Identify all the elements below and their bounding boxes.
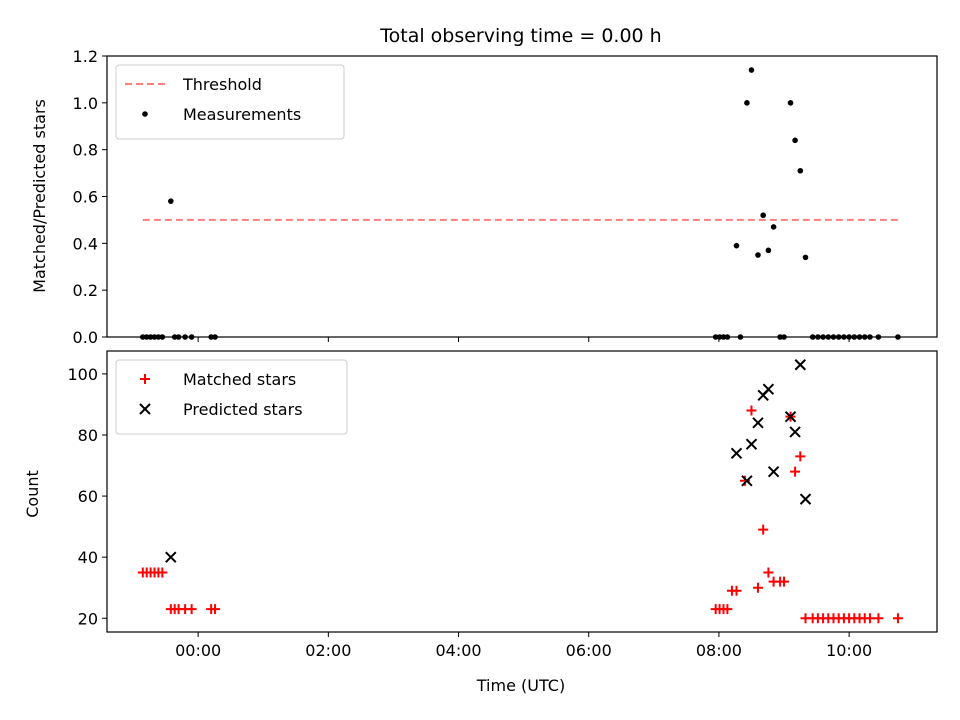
bottom-axes-frame: [106, 350, 938, 633]
x-tick-label: 06:00: [566, 641, 612, 660]
matched-stars-point: [779, 576, 790, 587]
measurement-point: [744, 100, 750, 106]
matched-stars-point: [892, 613, 903, 624]
matched-stars-point: [873, 613, 884, 624]
measurement-point: [748, 67, 755, 73]
x-tick-label: 00:00: [175, 641, 221, 660]
measurement-point: [797, 167, 804, 174]
legend-label: Measurements: [183, 105, 301, 124]
predicted-stars-point: [730, 447, 743, 460]
legend-label: Predicted stars: [183, 400, 303, 419]
top-y-tick-label: 0.4: [73, 234, 98, 253]
x-tick-label: 04:00: [435, 641, 481, 660]
predicted-stars-point: [165, 551, 177, 563]
top-y-tick-label: 0.0: [73, 328, 98, 347]
legend-label: Threshold: [182, 75, 262, 94]
predicted-stars-point: [794, 359, 807, 371]
top-axes-frame: [106, 55, 938, 338]
legend-measurements-swatch: [142, 111, 148, 117]
matched-stars-point: [210, 604, 221, 615]
top-y-axis-label: Matched/Predicted stars: [30, 99, 49, 293]
matched-stars-point: [186, 604, 197, 615]
bottom-y-tick-label: 80: [78, 426, 98, 445]
predicted-stars-point: [741, 475, 753, 487]
bottom-y-tick-label: 100: [67, 365, 98, 384]
top-y-tick-label: 1.2: [73, 47, 98, 66]
measurement-point: [755, 252, 761, 258]
bottom-y-tick-label: 20: [78, 609, 98, 628]
legend-label: Matched stars: [183, 370, 296, 389]
matched-stars-point: [752, 582, 763, 593]
measurement-point: [765, 247, 772, 254]
predicted-stars-point: [752, 417, 764, 429]
bottom-y-tick-label: 40: [78, 548, 98, 567]
predicted-stars-point: [784, 410, 797, 423]
bottom-y-axis-label: Count: [23, 470, 42, 518]
predicted-stars-point: [767, 465, 780, 478]
measurement-point: [760, 212, 766, 219]
top-y-tick-label: 0.8: [73, 141, 98, 160]
matched-stars-point: [864, 613, 875, 624]
matched-stars-point: [790, 466, 801, 477]
predicted-stars-point: [799, 493, 812, 505]
top-y-tick-label: 1.0: [73, 94, 98, 113]
matched-stars-point: [746, 405, 757, 416]
top-y-tick-label: 0.2: [73, 281, 98, 300]
measurement-point: [787, 100, 794, 106]
bottom-legend-box: [115, 359, 348, 435]
predicted-stars-point: [762, 383, 775, 395]
bottom-panel: 00:00 02:00 04:00 06:00 08:00 10:00 20 40 60 80 10…: [67, 350, 938, 660]
measurement-point: [792, 137, 798, 144]
chart-title: Total observing time = 0.00 h: [379, 25, 661, 47]
top-legend-box: [115, 64, 345, 140]
predicted-stars-point: [745, 438, 758, 450]
x-tick-label: 02:00: [305, 641, 351, 660]
matched-stars-point: [157, 567, 168, 578]
measurement-point: [770, 224, 777, 230]
x-axis-label: Time (UTC): [476, 676, 565, 695]
top-y-tick-label: 0.6: [73, 188, 98, 207]
legend-predicted-swatch: [139, 403, 151, 415]
x-tick-label: 08:00: [696, 641, 742, 660]
bottom-y-tick-label: 60: [78, 487, 98, 506]
x-tick-label: 10:00: [826, 641, 872, 660]
matched-stars-point: [731, 585, 742, 596]
top-panel: 0.0 0.2 0.4 0.6 0.8 1.0 1.2 Threshold Measuremen…: [73, 47, 938, 347]
matched-stars-point: [722, 604, 733, 615]
matched-stars-point: [763, 567, 774, 578]
matched-stars-point: [758, 524, 769, 535]
measurement-point: [802, 254, 809, 261]
predicted-stars-point: [789, 426, 801, 438]
matched-stars-point: [795, 451, 806, 462]
measurement-point: [733, 242, 740, 249]
legend-matched-swatch: [140, 374, 150, 384]
measurement-point: [167, 198, 174, 204]
